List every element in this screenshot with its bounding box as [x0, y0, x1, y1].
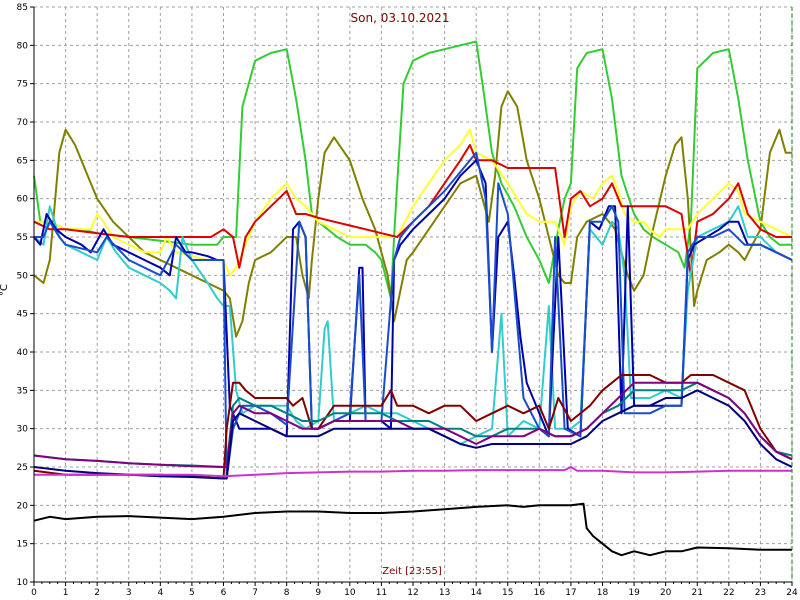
- y-tick-label: 15: [17, 540, 28, 550]
- y-axis-label: °C: [0, 284, 10, 296]
- x-tick-label: 0: [31, 588, 37, 598]
- y-tick-label: 50: [17, 271, 29, 281]
- x-tick-label: 3: [126, 588, 132, 598]
- x-tick-label: 16: [534, 588, 546, 598]
- x-tick-label: 6: [221, 588, 227, 598]
- x-tick-label: 7: [252, 588, 258, 598]
- chart-title: Son, 03.10.2021: [351, 11, 450, 25]
- x-tick-label: 10: [344, 588, 356, 598]
- y-tick-label: 75: [17, 80, 28, 90]
- series-line-11: [33, 389, 793, 480]
- chart-series-group: [33, 40, 793, 557]
- y-tick-label: 70: [17, 118, 29, 128]
- series-line-10: [33, 381, 793, 468]
- x-tick-label: 20: [660, 588, 672, 598]
- y-tick-label: 30: [17, 425, 29, 435]
- series-line-13: [33, 502, 792, 557]
- x-tick-label: 17: [565, 588, 576, 598]
- x-tick-label: 19: [628, 588, 640, 598]
- x-tick-label: 13: [439, 588, 450, 598]
- series-line-4: [33, 144, 792, 277]
- x-tick-label: 15: [502, 588, 513, 598]
- x-axis-label: Zeit [23:55]: [382, 566, 442, 577]
- x-tick-label: 12: [407, 588, 418, 598]
- x-tick-label: 5: [189, 588, 195, 598]
- x-tick-label: 9: [315, 588, 321, 598]
- y-tick-label: 25: [17, 463, 28, 473]
- x-tick-label: 4: [157, 588, 163, 598]
- x-tick-label: 21: [692, 588, 703, 598]
- y-tick-label: 20: [17, 501, 29, 511]
- x-tick-label: 18: [597, 588, 609, 598]
- y-tick-label: 40: [17, 348, 29, 358]
- x-tick-label: 24: [786, 588, 798, 598]
- y-tick-label: 65: [17, 156, 28, 166]
- series-line-3: [34, 128, 793, 277]
- x-tick-label: 14: [470, 588, 482, 598]
- series-line-7: [34, 151, 793, 480]
- y-tick-label: 60: [17, 195, 29, 205]
- x-tick-label: 22: [723, 588, 734, 598]
- x-tick-label: 8: [284, 588, 290, 598]
- x-tick-label: 1: [63, 588, 69, 598]
- series-line-5: [33, 205, 793, 445]
- y-tick-label: 35: [17, 386, 28, 396]
- y-tick-label: 45: [17, 310, 28, 320]
- x-tick-label: 23: [755, 588, 766, 598]
- y-tick-label: 55: [17, 233, 28, 243]
- series-line-2: [33, 90, 792, 338]
- chart-axes: 0 1 2 3 4 5 6 7 8 9 10 11 12 13 14 15 16 17 18 19 20 21 22 23 24…: [17, 3, 798, 598]
- series-line-12: [34, 466, 792, 478]
- y-tick-label: 80: [17, 41, 29, 51]
- x-tick-label: 11: [376, 588, 387, 598]
- y-tick-label: 85: [17, 3, 28, 13]
- y-tick-label: 10: [17, 578, 29, 588]
- x-tick-label: 2: [94, 588, 100, 598]
